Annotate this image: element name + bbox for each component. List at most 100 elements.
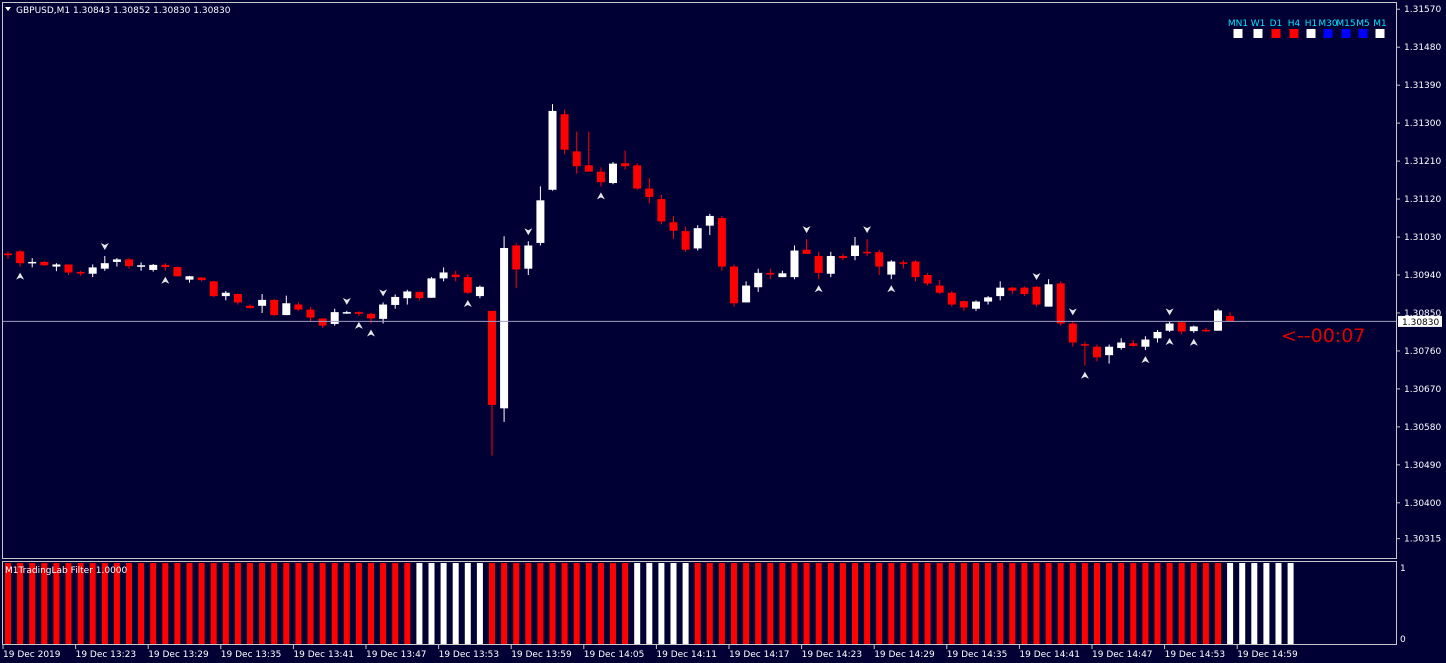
- time-tick-label: 19 Dec 13:47: [366, 650, 427, 660]
- candle-body: [415, 291, 424, 299]
- indicator-bar: [1106, 563, 1113, 644]
- candle: [149, 264, 158, 272]
- candle-body: [1201, 329, 1210, 332]
- candle: [451, 270, 460, 282]
- candle: [899, 260, 908, 269]
- candle: [681, 226, 690, 252]
- candle-body: [996, 287, 1005, 297]
- candle: [197, 277, 206, 282]
- indicator-bar: [1130, 563, 1137, 644]
- candle-body: [294, 304, 303, 310]
- time-tick-label: 19 Dec 14:11: [656, 650, 717, 660]
- indicator-bar: [343, 563, 350, 644]
- candle-body: [100, 263, 109, 269]
- time-tick-label: 19 Dec 14:17: [729, 650, 790, 660]
- candle: [536, 186, 545, 246]
- time-tick-label: 19 Dec 14:29: [874, 650, 935, 660]
- indicator-bar: [791, 563, 798, 644]
- indicator-bar: [876, 563, 883, 644]
- candle-body: [88, 267, 97, 274]
- candle: [209, 280, 218, 297]
- candle: [693, 225, 702, 251]
- sell-arrow-icon: [1165, 308, 1174, 316]
- sell-arrow-icon: [342, 297, 351, 305]
- candle-body: [657, 199, 666, 222]
- candle: [887, 260, 896, 280]
- candle-body: [342, 312, 351, 314]
- buy-arrow-icon: [367, 329, 375, 337]
- candle: [802, 239, 811, 254]
- candle: [64, 264, 73, 275]
- candle-body: [524, 245, 533, 269]
- candle: [379, 302, 388, 324]
- candle: [100, 256, 109, 271]
- indicator-bar: [1178, 563, 1185, 644]
- candle: [717, 215, 726, 271]
- indicator-bar: [77, 563, 84, 644]
- indicator-bar: [706, 563, 713, 644]
- candle-body: [1080, 344, 1089, 346]
- indicator-bar: [561, 563, 568, 644]
- candle: [972, 300, 980, 311]
- candle-body: [633, 165, 642, 189]
- indicator-bar: [222, 563, 229, 644]
- candle: [463, 274, 472, 294]
- candle-body: [40, 261, 49, 266]
- candle-body: [536, 200, 545, 243]
- candle-body: [923, 275, 932, 284]
- candle-body: [379, 304, 388, 319]
- indicator-bar: [827, 563, 834, 644]
- candle-body: [935, 285, 944, 293]
- candle: [621, 150, 630, 170]
- indicator-bar: [101, 563, 108, 644]
- sell-arrow-icon: [1068, 308, 1077, 316]
- candle: [475, 285, 484, 299]
- candle: [1056, 281, 1065, 326]
- candle-body: [717, 218, 726, 267]
- indicator-bar: [476, 563, 483, 644]
- indicator-bar: [610, 563, 616, 644]
- buy-arrow-icon: [596, 192, 605, 200]
- candle: [1117, 338, 1126, 350]
- indicator-bar: [1154, 563, 1161, 644]
- indicator-bar: [646, 563, 653, 644]
- indicator-bar: [694, 563, 701, 644]
- indicator-bar: [622, 563, 629, 644]
- candle-body: [875, 252, 884, 267]
- candle: [984, 296, 993, 305]
- time-tick-label: 19 Dec 14:35: [947, 650, 1008, 660]
- candle-body: [766, 272, 775, 275]
- indicator-bar: [501, 563, 508, 644]
- indicator-bar: [634, 563, 641, 644]
- candle-body: [76, 272, 85, 274]
- candle-body: [330, 312, 339, 324]
- candle-body: [584, 165, 593, 172]
- indicator-bar: [331, 563, 338, 644]
- timeframe-status-box: [1253, 29, 1263, 38]
- candle: [1177, 321, 1186, 335]
- candle: [548, 104, 557, 191]
- candle: [572, 131, 581, 174]
- indicator-bar: [234, 563, 241, 644]
- candle-body: [645, 188, 654, 197]
- candle: [1214, 308, 1222, 331]
- candle-body: [705, 215, 714, 226]
- caret-down-icon[interactable]: [5, 7, 11, 11]
- current-price-label: 1.30830: [1402, 318, 1439, 328]
- candle-body: [754, 272, 763, 288]
- candle: [1141, 336, 1150, 351]
- candle: [112, 258, 121, 267]
- candle-body: [149, 264, 158, 270]
- candle: [294, 302, 303, 311]
- indicator-bar: [198, 563, 205, 644]
- candle: [669, 215, 678, 240]
- candle: [645, 177, 654, 204]
- time-tick-label: 19 Dec 14:23: [802, 650, 863, 660]
- indicator-bar: [973, 563, 979, 644]
- candle: [185, 275, 194, 283]
- candle: [766, 268, 775, 280]
- price-tick-label: 1.30760: [1404, 347, 1441, 357]
- timeframe-status-box: [1271, 29, 1281, 38]
